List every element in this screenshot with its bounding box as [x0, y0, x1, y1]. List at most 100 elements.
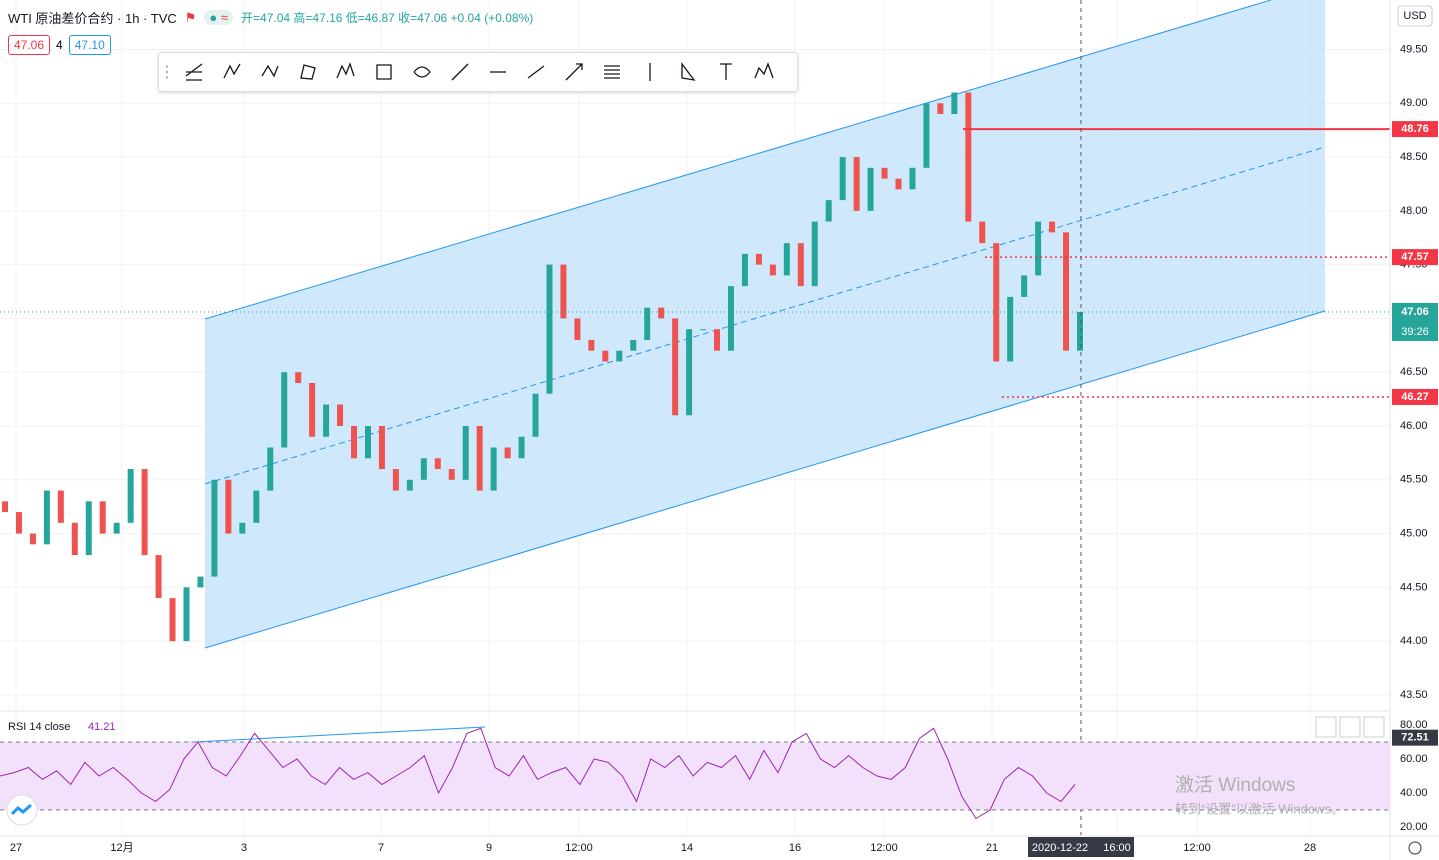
tool-button[interactable] [175, 57, 213, 87]
level-label: 46.27 [1401, 391, 1429, 403]
candle [1077, 311, 1083, 351]
x-tick-label: 12:00 [1183, 842, 1211, 854]
level-tag [1392, 388, 1438, 405]
candle [253, 490, 260, 523]
candle [672, 318, 679, 416]
tool-icon [604, 65, 620, 79]
tool-icon [261, 64, 279, 78]
tool-icon [223, 63, 241, 79]
candle [490, 447, 497, 491]
tool-icon [413, 66, 431, 78]
channel-fill [205, 0, 1325, 648]
tool-button[interactable] [669, 57, 707, 87]
candle [169, 598, 176, 642]
candle [197, 576, 204, 588]
candle [434, 458, 441, 470]
candle [1049, 221, 1056, 233]
candle [518, 436, 525, 459]
level-tag [1392, 121, 1438, 138]
countdown: 39:26 [1401, 326, 1429, 338]
candle [769, 264, 776, 276]
candle [658, 307, 665, 319]
tool-icon [649, 63, 651, 81]
candle [644, 307, 651, 340]
settings-icon[interactable] [1408, 841, 1422, 855]
tool-button[interactable] [555, 57, 593, 87]
y-tick-label: 46.50 [1400, 366, 1428, 378]
candle [309, 382, 316, 437]
candle [43, 490, 50, 545]
rsi-band [0, 741, 1390, 810]
tool-button[interactable] [707, 57, 745, 87]
x-tick-label: 12月 [110, 842, 133, 854]
watermark-1: 激活 Windows [1175, 774, 1295, 796]
candle [281, 372, 288, 448]
button-close[interactable] [1339, 716, 1361, 738]
candle [448, 469, 455, 480]
tool-button[interactable] [403, 57, 441, 87]
candle [211, 479, 218, 577]
level-label: 48.76 [1401, 123, 1429, 135]
tool-button[interactable] [213, 57, 251, 87]
candle [155, 555, 162, 599]
tool-button[interactable] [289, 57, 327, 87]
tool-button[interactable] [479, 57, 517, 87]
tool-button[interactable] [631, 57, 669, 87]
header: WTI 原油差价合约 · 1h · TVC ⚑ ● ≈ 开=47.04 高=47… [8, 8, 533, 27]
x-tick-label: 12:00 [565, 842, 593, 854]
candle [351, 426, 358, 459]
flag[interactable]: ⚑ [184, 9, 197, 25]
tool-button[interactable] [251, 57, 289, 87]
tool-icon [451, 63, 469, 81]
tool-button[interactable] [517, 57, 555, 87]
y-tick-label: 45.00 [1400, 527, 1428, 539]
ohlc: 开=47.04 高=47.16 低=46.87 收=47.06 +0.04 (+… [241, 11, 534, 25]
candle [755, 253, 762, 265]
x-tick-label: 7 [378, 842, 384, 854]
tool-button[interactable] [745, 57, 783, 87]
candle [99, 501, 106, 534]
rsi-marker-label: 72.51 [1401, 732, 1429, 744]
tool-icon [376, 64, 392, 80]
currency-box[interactable] [1397, 5, 1433, 27]
y-tick-label: 49.00 [1400, 97, 1428, 109]
rsi-line [0, 727, 1076, 820]
candle [630, 339, 637, 351]
candle [811, 221, 818, 287]
candle [183, 587, 190, 642]
tool-button[interactable] [327, 57, 365, 87]
button-up[interactable] [1315, 716, 1337, 738]
candle [476, 426, 483, 491]
tool-button[interactable] [593, 57, 631, 87]
x-tick-label: 12:00 [870, 842, 898, 854]
tool-button[interactable] [441, 57, 479, 87]
channel-lower [204, 310, 1326, 649]
candle [741, 253, 748, 287]
channel-upper [204, 0, 1272, 320]
candle [937, 103, 944, 115]
last-price-tag [1392, 302, 1438, 341]
candle [1063, 232, 1070, 351]
button-max[interactable] [1363, 716, 1385, 738]
candle [71, 522, 78, 556]
candle [127, 469, 134, 523]
candle [700, 329, 707, 331]
drag-handle[interactable]: ⋮ [159, 64, 175, 81]
symbol: WTI 原油差价合约 · 1h · TVC [8, 11, 177, 26]
tool-button[interactable] [365, 57, 403, 87]
candle [895, 178, 902, 190]
status: ● ≈ [204, 10, 234, 25]
tool-icon [565, 63, 583, 81]
candle [965, 92, 972, 222]
candle [295, 372, 302, 383]
spread: 4 [56, 38, 63, 52]
x-tick-label: 2020-12-22 [1032, 842, 1088, 854]
candle [574, 318, 581, 340]
candle [1021, 275, 1028, 297]
bid[interactable]: 47.06 [8, 35, 51, 55]
candle [267, 447, 274, 491]
currency: USD [1403, 10, 1426, 22]
candle [797, 243, 804, 287]
y-tick-label: 48.50 [1400, 151, 1428, 163]
ask[interactable]: 47.10 [68, 35, 111, 55]
